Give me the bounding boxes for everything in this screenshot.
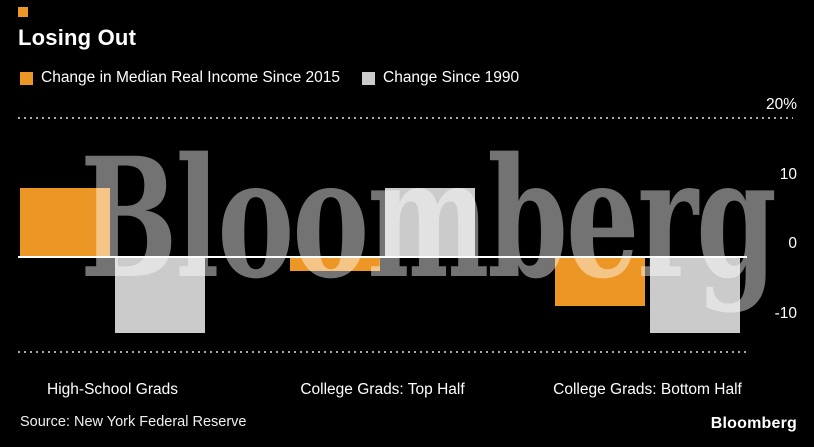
bar-since-2015-2: [290, 257, 380, 271]
gridline: [18, 351, 747, 354]
zero-baseline: [18, 256, 747, 258]
bar-since-1990-1: [115, 257, 205, 334]
legend-item: Change in Median Real Income Since 2015: [20, 69, 340, 87]
bar-since-2015-1: [20, 187, 110, 257]
legend-swatch: [20, 71, 33, 85]
bar-since-1990-3: [650, 257, 740, 334]
bar-since-1990-2: [385, 187, 475, 257]
y-tick-label: 10: [779, 165, 797, 183]
x-category-label: College Grads: Bottom Half: [553, 381, 742, 398]
legend-swatch: [362, 71, 375, 85]
gridline: [18, 117, 793, 119]
brand-marker: [18, 7, 28, 17]
legend-label: Change Since 1990: [383, 69, 520, 86]
x-category-label: High-School Grads: [47, 381, 178, 398]
legend-label: Change in Median Real Income Since 2015: [41, 69, 340, 86]
y-tick-label: 20%: [765, 96, 797, 113]
bloomberg-logo: Bloomberg: [710, 415, 797, 432]
y-tick-label: -10: [774, 304, 797, 322]
y-tick-label: 0: [788, 235, 797, 252]
bar-since-2015-3: [555, 257, 645, 306]
legend-item: Change Since 1990: [362, 69, 519, 87]
legend: Change in Median Real Income Since 2015 C…: [20, 69, 519, 87]
chart-title: Losing Out: [18, 25, 137, 50]
source-note: Source: New York Federal Reserve: [20, 414, 247, 430]
x-category-label: College Grads: Top Half: [300, 381, 465, 398]
